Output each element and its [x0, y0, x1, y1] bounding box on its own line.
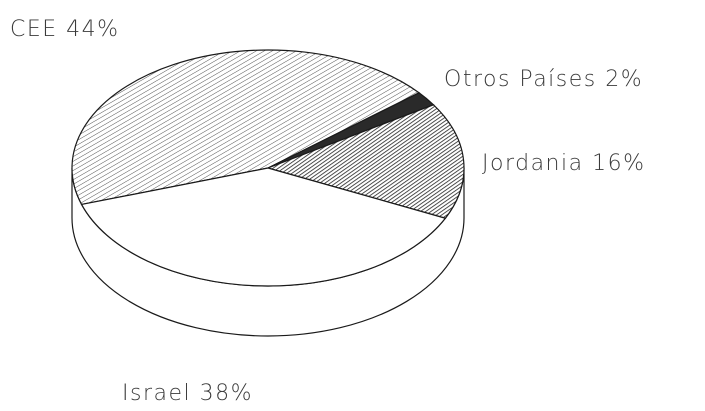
slice-label-cee: CEE 44% [10, 17, 120, 42]
slice-label-otros-paises: Otros Países 2% [444, 67, 643, 92]
slice-label-jordania: Jordania 16% [482, 151, 645, 176]
slice-label-israel: Israel 38% [122, 381, 253, 406]
pie-slices [72, 50, 464, 286]
